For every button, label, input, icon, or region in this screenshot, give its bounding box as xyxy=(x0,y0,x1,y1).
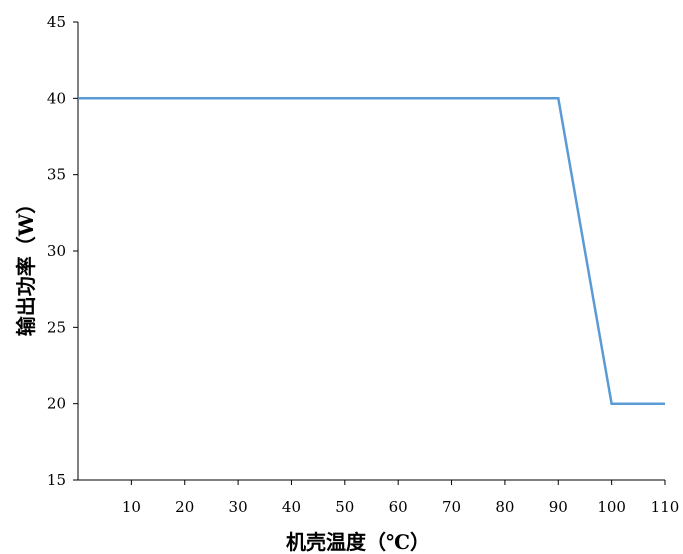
y-tick-label: 25 xyxy=(47,318,66,336)
x-tick-label: 80 xyxy=(495,498,514,516)
y-tick-label: 35 xyxy=(47,166,66,184)
series-line xyxy=(78,97,665,405)
x-tick-label: 100 xyxy=(597,498,626,516)
x-tick-label: 10 xyxy=(122,498,141,516)
tick-labels: 15 20 25 30 35 40 45 10 20 30 40 50 60 70 80 90 100 110 xyxy=(47,13,679,516)
x-tick-label: 90 xyxy=(549,498,568,516)
y-tick-label: 15 xyxy=(47,471,66,489)
y-tick-label: 45 xyxy=(47,13,66,31)
y-tick-label: 20 xyxy=(47,395,66,413)
y-tick-label: 40 xyxy=(47,89,66,107)
x-tick-label: 30 xyxy=(229,498,248,516)
y-axis-title: 输出功率（W） xyxy=(14,194,38,336)
y-tick-label: 30 xyxy=(47,242,66,260)
x-tick-label: 20 xyxy=(175,498,194,516)
x-tick-label: 60 xyxy=(389,498,408,516)
axes xyxy=(73,21,666,485)
x-tick-label: 70 xyxy=(442,498,461,516)
x-tick-label: 50 xyxy=(335,498,354,516)
x-tick-label: 110 xyxy=(651,498,680,516)
x-axis-title: 机壳温度（℃） xyxy=(286,530,430,554)
x-tick-label: 40 xyxy=(282,498,301,516)
series-layer xyxy=(78,97,665,405)
